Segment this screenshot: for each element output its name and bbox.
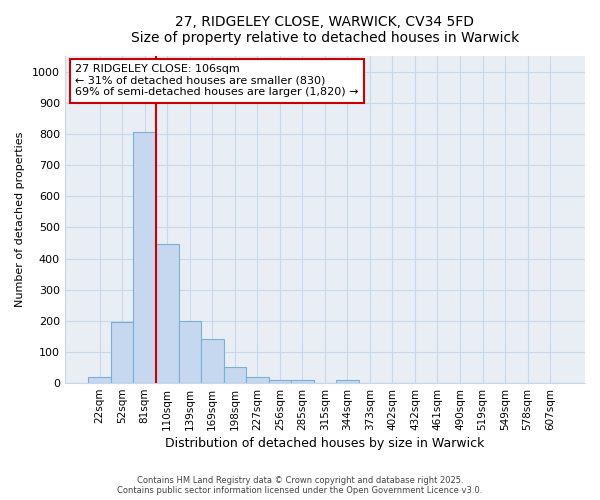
Bar [224, 368, 246, 383]
Bar [156, 244, 179, 383]
Bar [246, 377, 269, 383]
Bar [111, 322, 133, 383]
Bar [336, 380, 359, 383]
Title: 27, RIDGELEY CLOSE, WARWICK, CV34 5FD
Size of property relative to detached hous: 27, RIDGELEY CLOSE, WARWICK, CV34 5FD Si… [131, 15, 519, 45]
Bar [133, 132, 156, 383]
Bar [88, 377, 111, 383]
Y-axis label: Number of detached properties: Number of detached properties [15, 132, 25, 308]
Bar [179, 321, 201, 383]
Bar [201, 340, 224, 383]
X-axis label: Distribution of detached houses by size in Warwick: Distribution of detached houses by size … [165, 437, 485, 450]
Bar [291, 380, 314, 383]
Text: 27 RIDGELEY CLOSE: 106sqm
← 31% of detached houses are smaller (830)
69% of semi: 27 RIDGELEY CLOSE: 106sqm ← 31% of detac… [75, 64, 359, 98]
Text: Contains HM Land Registry data © Crown copyright and database right 2025.
Contai: Contains HM Land Registry data © Crown c… [118, 476, 482, 495]
Bar [269, 380, 291, 383]
